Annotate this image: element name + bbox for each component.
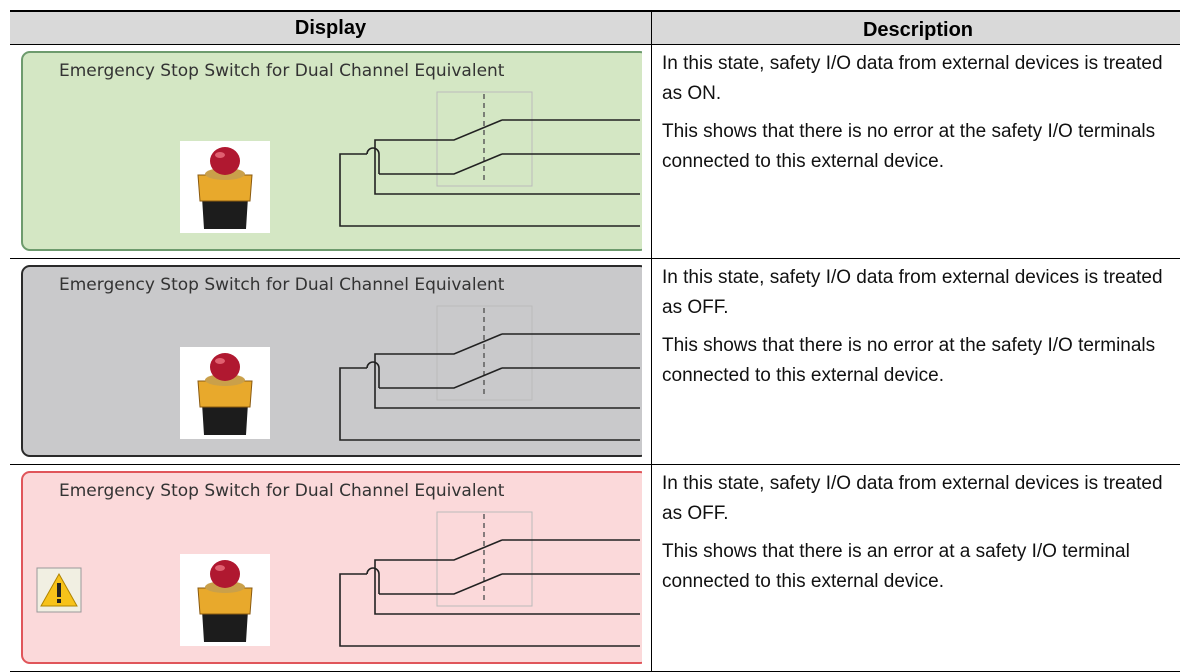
description-text: In this state, safety I/O data from exte… (662, 53, 1163, 104)
icon-highlight (215, 565, 225, 571)
wire (374, 333, 640, 409)
warning-bar (57, 583, 61, 597)
display-cell: Emergency Stop Switch for Dual Channel E… (10, 259, 652, 464)
description-text: In this state, safety I/O data from exte… (662, 473, 1163, 524)
switch-frame (436, 305, 533, 401)
table-row: Emergency Stop Switch for Dual Channel E… (10, 45, 1180, 259)
device-panel: Emergency Stop Switch for Dual Channel E… (21, 265, 642, 457)
wire (374, 119, 640, 195)
estop-icon (180, 141, 270, 233)
panel-title: Emergency Stop Switch for Dual Channel E… (59, 61, 505, 81)
icon-base (202, 403, 248, 435)
description-text: In this state, safety I/O data from exte… (662, 267, 1163, 318)
circuit (339, 511, 640, 647)
panel-background (21, 471, 642, 664)
estop-icon (180, 347, 270, 439)
description-text: This shows that there is an error at a s… (662, 541, 1130, 592)
header-cell: Description (862, 18, 974, 41)
table-row: Emergency Stop Switch for Dual Channel E… (10, 259, 1180, 465)
header-row: Display Description (10, 12, 1180, 45)
panel-title: Emergency Stop Switch for Dual Channel E… (59, 275, 505, 295)
wire (339, 147, 640, 227)
circuit (339, 305, 640, 441)
icon-button (210, 560, 240, 588)
description-cell: In this state, safety I/O data from exte… (652, 45, 1180, 258)
table-row: Emergency Stop Switch for Dual Channel E… (10, 465, 1180, 672)
panel-title: Emergency Stop Switch for Dual Channel E… (59, 481, 505, 501)
icon-highlight (215, 358, 225, 364)
icon-highlight (215, 152, 225, 158)
icon-button (210, 147, 240, 175)
table: Display Description Emergency Stop Switc… (10, 10, 1180, 672)
description-text: This shows that there is no error at the… (662, 121, 1156, 172)
wire (374, 539, 640, 615)
warning-icon (36, 567, 82, 613)
circuit (339, 91, 640, 227)
device-panel: Emergency Stop Switch for Dual Channel E… (21, 471, 642, 664)
icon-base (202, 610, 248, 642)
estop-icon (180, 554, 270, 646)
wire (339, 361, 640, 441)
panel-background (21, 51, 642, 251)
display-cell: Emergency Stop Switch for Dual Channel E… (10, 465, 652, 671)
device-panel: Emergency Stop Switch for Dual Channel E… (21, 51, 642, 251)
switch-frame (436, 91, 533, 187)
description-cell: In this state, safety I/O data from exte… (652, 259, 1180, 464)
header-cell: Display (10, 12, 652, 44)
display-cell: Emergency Stop Switch for Dual Channel E… (10, 45, 652, 258)
icon-button (210, 353, 240, 381)
wire (339, 567, 640, 647)
switch-frame (436, 511, 533, 607)
icon-base (202, 197, 248, 229)
description-text: This shows that there is no error at the… (662, 335, 1156, 386)
warning-dot (57, 599, 61, 603)
description-cell: In this state, safety I/O data from exte… (652, 465, 1180, 671)
